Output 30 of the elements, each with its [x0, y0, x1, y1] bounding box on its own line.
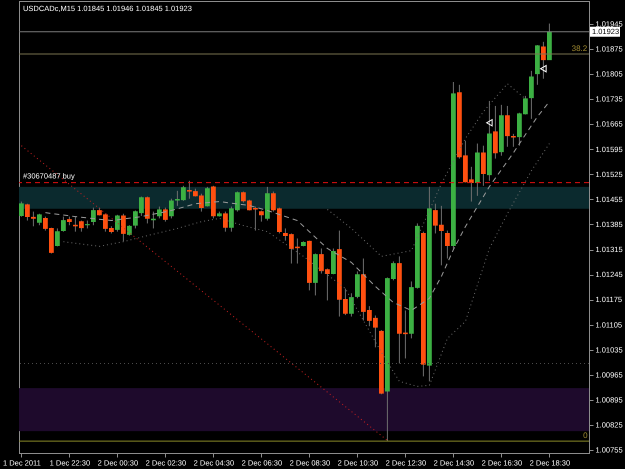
candlestick: [151, 211, 156, 229]
candlestick: [259, 210, 264, 222]
candlestick: [31, 211, 36, 227]
candlestick: [115, 214, 120, 232]
annotation: 38.2: [572, 44, 588, 54]
candlestick: [55, 228, 60, 247]
candlestick: [127, 224, 132, 236]
candlestick: [223, 211, 228, 232]
candlestick: [511, 133, 516, 148]
candlestick: [157, 206, 162, 219]
candlestick: [61, 216, 66, 232]
candlestick: [445, 230, 450, 260]
annotation: 0: [583, 431, 588, 440]
candlestick: [19, 201, 24, 218]
candlestick: [121, 213, 126, 242]
candlestick: [91, 207, 96, 226]
candlestick: [505, 105, 510, 148]
line-series: [62, 143, 550, 387]
candlestick: [331, 248, 336, 275]
candlestick: [25, 203, 30, 222]
candlestick: [145, 196, 150, 224]
candlestick: [37, 213, 42, 226]
candlestick: [349, 292, 354, 318]
candlestick: [163, 207, 168, 222]
candlestick: [355, 270, 360, 299]
candlestick: [541, 41, 546, 80]
candlestick: [481, 145, 486, 186]
candlestick: [529, 70, 534, 120]
candlestick: [493, 105, 498, 160]
candlestick: [169, 198, 174, 219]
